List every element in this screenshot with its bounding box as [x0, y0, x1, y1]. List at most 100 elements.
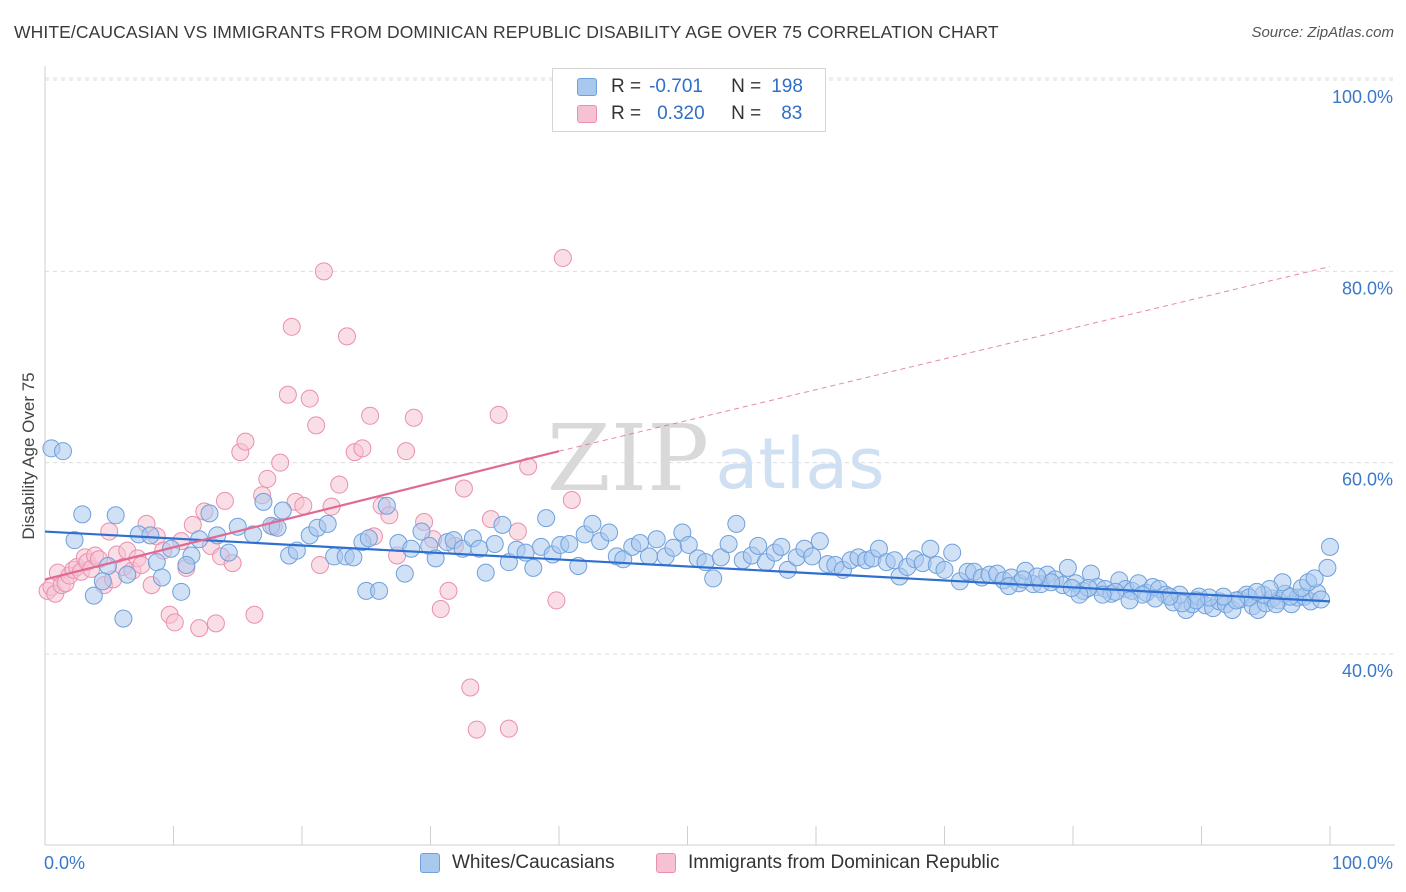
whites-point: [935, 560, 954, 579]
series-label-whites: Whites/Caucasians: [452, 852, 615, 873]
whites-point: [664, 538, 683, 557]
y-axis-label: Disability Age Over 75: [19, 372, 38, 539]
immigrants-point: [190, 619, 209, 638]
immigrants-point: [404, 408, 423, 427]
legend-n-value: 198: [771, 76, 803, 97]
whites-point: [647, 530, 666, 549]
whites-point: [810, 532, 829, 551]
whites-point: [524, 558, 543, 577]
whites-point: [273, 501, 292, 520]
whites-point: [412, 522, 431, 541]
whites-point: [377, 496, 396, 515]
legend-n-label: N =: [731, 76, 762, 97]
whites-point: [141, 526, 160, 545]
whites-point: [254, 492, 273, 511]
trend-lines: [44, 266, 1331, 603]
whites-point: [200, 504, 219, 523]
whites-point: [344, 548, 363, 567]
immigrants-point: [300, 389, 319, 408]
immigrants-point: [278, 385, 297, 404]
immigrants-point: [353, 439, 372, 458]
legend-n-value: 83: [781, 103, 803, 124]
chart-title: WHITE/CAUCASIAN VS IMMIGRANTS FROM DOMIN…: [14, 22, 999, 42]
zipatlas-watermark: ZIP atlas: [547, 405, 885, 512]
whites-point: [1318, 558, 1337, 577]
whites-point: [749, 536, 768, 555]
y-tick-label: 100.0%: [1332, 87, 1393, 107]
tick-labels: 40.0% 60.0% 80.0% 100.0% 0.0% 100.0%: [44, 87, 1393, 873]
legend-r-value: -0.701: [649, 76, 703, 97]
whites-point: [152, 568, 171, 587]
legend-r-label: R =: [611, 76, 642, 97]
whites-point: [999, 577, 1018, 596]
immigrants-point: [397, 442, 416, 461]
immigrants-point: [206, 614, 225, 633]
immigrants-point: [310, 556, 329, 575]
immigrants-point: [294, 496, 313, 515]
immigrants-point: [236, 432, 255, 451]
series-legend-whites: Whites/Caucasians: [420, 852, 615, 874]
whites-point: [493, 515, 512, 534]
immigrants-point: [165, 613, 184, 632]
immigrants-point: [258, 469, 277, 488]
whites-trend-line: [44, 530, 1331, 603]
immigrants-point: [330, 475, 349, 494]
whites-point: [370, 581, 389, 600]
whites-point: [679, 535, 698, 554]
whites-point: [106, 506, 125, 525]
whites-point: [177, 556, 196, 575]
whites-point: [114, 609, 133, 628]
whites-point: [395, 564, 414, 583]
whites-point: [318, 514, 337, 533]
legend-swatch-blue: [577, 78, 597, 96]
immigrants-point: [361, 406, 380, 425]
whites-point: [476, 563, 495, 582]
legend-swatch-pink: [577, 105, 597, 123]
immigrants-point: [282, 317, 301, 336]
legend-n-label: N =: [731, 103, 762, 124]
immigrants-point: [499, 719, 518, 738]
legend-row-immigrants: R = 0.320 N = 83: [577, 102, 802, 126]
whites-point: [118, 565, 137, 584]
whites-point: [485, 534, 504, 553]
whites-point: [1247, 582, 1266, 601]
whites-point: [778, 560, 797, 579]
y-tick-label: 60.0%: [1342, 470, 1393, 490]
y-tick-label: 40.0%: [1342, 661, 1393, 681]
immigrants-point: [307, 416, 326, 435]
whites-point: [93, 572, 112, 591]
whites-point: [921, 539, 940, 558]
immigrants-point: [314, 262, 333, 281]
whites-point: [172, 582, 191, 601]
immigrants-point: [271, 453, 290, 472]
series-legend: Whites/Caucasians Immigrants from Domini…: [0, 852, 1406, 878]
whites-point: [1321, 537, 1339, 556]
whites-point: [600, 523, 619, 542]
immigrants-point: [454, 479, 473, 498]
whites-point: [943, 543, 962, 562]
source-label: Source: ZipAtlas.com: [1251, 24, 1394, 41]
immigrants-point: [562, 490, 581, 509]
immigrants-point: [461, 678, 480, 697]
immigrants-point: [489, 405, 508, 424]
whites-point: [727, 514, 746, 533]
immigrants-trend-line: [44, 450, 560, 581]
watermark-atlas: atlas: [715, 423, 884, 505]
axes: [44, 66, 1395, 846]
whites-point: [630, 534, 649, 553]
whites-point: [65, 531, 84, 550]
whites-point: [704, 569, 723, 588]
correlation-legend: R = -0.701 N = 198 R = 0.320 N = 83: [552, 68, 826, 132]
immigrants-point: [431, 600, 450, 619]
whites-point: [402, 539, 421, 558]
whites-point: [1058, 558, 1077, 577]
whites-point: [869, 539, 888, 558]
immigrants-point: [337, 327, 356, 346]
whites-point: [53, 442, 72, 461]
immigrants-point: [439, 581, 458, 600]
whites-point: [1305, 569, 1324, 588]
immigrants-point: [215, 491, 234, 510]
immigrants-point: [467, 720, 486, 739]
whites-point: [583, 514, 602, 533]
